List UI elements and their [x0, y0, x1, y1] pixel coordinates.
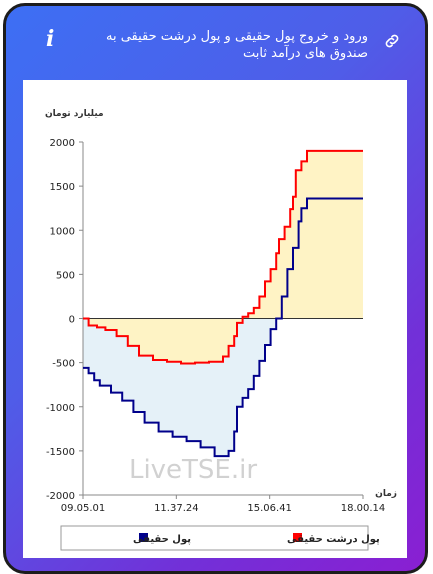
- legend-swatch: [293, 533, 302, 542]
- y-tick-label: 1500: [50, 182, 75, 193]
- legend: پول درشت حقیقی پول حقیقی: [60, 525, 380, 551]
- link-icon[interactable]: [383, 32, 401, 50]
- y-tick-label: 1000: [50, 226, 75, 237]
- chart-panel: -2000 -1500 -1000 -500 0 500 1000 1500 2000 09.05…: [23, 80, 407, 558]
- card-header: i ورود و خروج پول حقیقی و پول درشت حقیقی…: [6, 6, 425, 76]
- x-tick-label: 18.00.14: [341, 503, 386, 514]
- legend-swatch: [139, 533, 148, 542]
- x-axis-title: زمان: [375, 489, 397, 499]
- x-tick-label: 15.06.41: [247, 503, 292, 514]
- chart-card: i ورود و خروج پول حقیقی و پول درشت حقیقی…: [3, 3, 428, 574]
- y-tick-label: -1500: [46, 447, 75, 458]
- x-tick-label: 09.05.01: [61, 503, 106, 514]
- watermark: LiveTSE.ir: [129, 455, 257, 485]
- x-tick-label: 11.37.24: [154, 503, 199, 514]
- y-tick-label: 2000: [50, 138, 75, 149]
- y-tick-label: 500: [56, 270, 75, 281]
- y-tick-label: -1000: [46, 403, 75, 414]
- legend-label: پول درشت حقیقی: [287, 534, 380, 545]
- y-tick-label: -500: [52, 359, 75, 370]
- legend-label: پول حقیقی: [133, 534, 191, 545]
- series-line: [83, 197, 363, 458]
- chart-title: ورود و خروج پول حقیقی و پول درشت حقیقی ب…: [105, 29, 368, 61]
- y-axis-title: میلیارد تومان: [45, 109, 104, 119]
- y-tick-label: 0: [69, 315, 75, 326]
- series-line: [83, 149, 363, 365]
- y-tick-label: -2000: [46, 491, 75, 502]
- chart-svg: -2000 -1500 -1000 -500 0 500 1000 1500 2000 09.05…: [45, 109, 397, 551]
- info-icon[interactable]: i: [46, 26, 55, 52]
- series-area: [83, 150, 363, 364]
